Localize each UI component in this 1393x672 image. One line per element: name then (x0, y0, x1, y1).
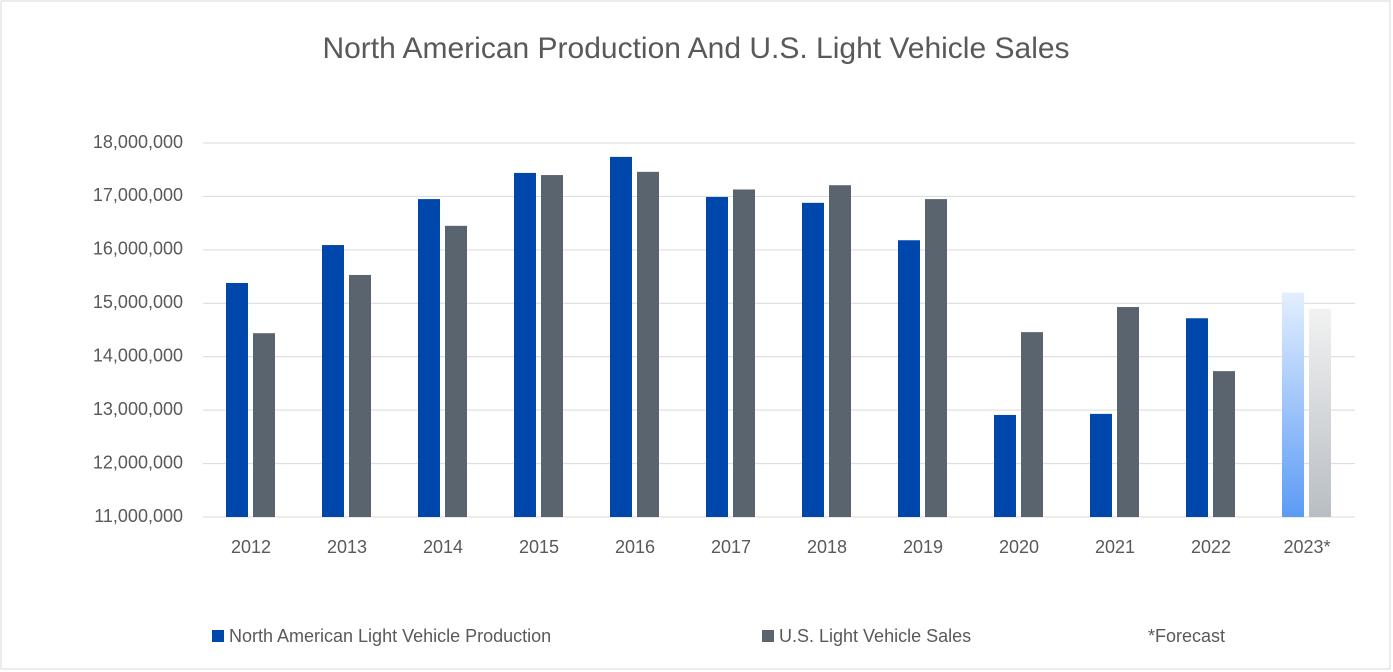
legend-label: U.S. Light Vehicle Sales (779, 626, 971, 646)
annotation: *Forecast (1148, 626, 1225, 646)
x-tick-label: 2019 (903, 537, 943, 557)
bar (829, 185, 851, 518)
bar (349, 274, 371, 517)
bar (802, 202, 824, 517)
bar (418, 199, 440, 517)
bar (994, 414, 1016, 517)
bar (445, 225, 467, 518)
bar (706, 196, 728, 517)
y-tick-label: 12,000,000 (93, 452, 183, 472)
y-tick-label: 13,000,000 (93, 399, 183, 419)
x-tick-label: 2018 (807, 537, 847, 557)
y-tick-label: 14,000,000 (93, 345, 183, 365)
bar (226, 282, 248, 517)
x-tick-label: 2020 (999, 537, 1039, 557)
y-tick-label: 16,000,000 (93, 239, 183, 259)
x-tick-label: 2022 (1191, 537, 1231, 557)
bar (1282, 292, 1304, 517)
bar (637, 171, 659, 517)
y-tick-label: 11,000,000 (94, 506, 183, 526)
x-tick-label: 2014 (423, 537, 463, 557)
bar (541, 175, 563, 518)
x-tick-label: 2015 (519, 537, 559, 557)
x-tick-label: 2016 (615, 537, 655, 557)
legend-swatch (212, 630, 224, 642)
x-tick-label: 2013 (327, 537, 367, 557)
legend-label: North American Light Vehicle Production (229, 626, 551, 646)
bar (1213, 371, 1235, 517)
bar (1021, 332, 1043, 517)
bar (1117, 307, 1139, 517)
bar (253, 333, 275, 517)
bar (514, 172, 536, 518)
bar (1090, 413, 1112, 517)
x-tick-label: 2021 (1095, 537, 1135, 557)
bar (322, 245, 344, 517)
y-tick-label: 15,000,000 (93, 292, 183, 312)
x-tick-label: 2017 (711, 537, 751, 557)
chart-title: North American Production And U.S. Light… (322, 32, 1069, 65)
bar (1309, 308, 1331, 517)
legend-swatch (762, 630, 774, 642)
bar (733, 189, 755, 518)
bar (898, 240, 920, 518)
x-tick-label: 2023* (1283, 537, 1330, 557)
y-tick-label: 17,000,000 (93, 185, 183, 205)
bar (1186, 318, 1208, 517)
bar (610, 156, 632, 518)
bar (925, 199, 947, 517)
y-tick-label: 18,000,000 (93, 132, 183, 152)
x-tick-label: 2012 (231, 537, 271, 557)
